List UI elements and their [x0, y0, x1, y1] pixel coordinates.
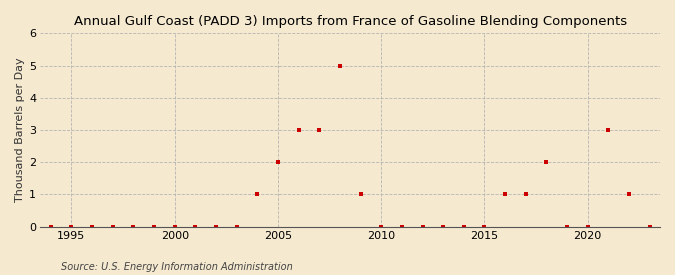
Title: Annual Gulf Coast (PADD 3) Imports from France of Gasoline Blending Components: Annual Gulf Coast (PADD 3) Imports from …: [74, 15, 627, 28]
Y-axis label: Thousand Barrels per Day: Thousand Barrels per Day: [15, 58, 25, 202]
Text: Source: U.S. Energy Information Administration: Source: U.S. Energy Information Administ…: [61, 262, 292, 272]
